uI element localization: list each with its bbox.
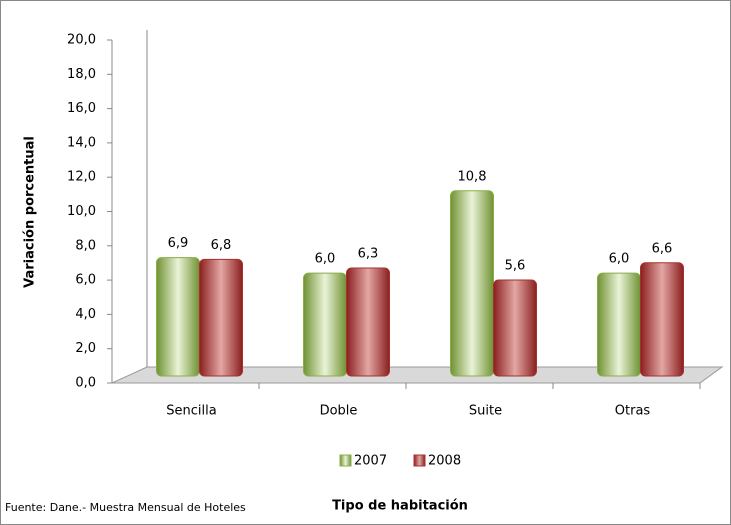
y-tick-label: 12,0 — [67, 170, 96, 185]
value-label: 6,0 — [609, 252, 630, 267]
bar — [450, 190, 494, 377]
x-tick-label: Doble — [320, 404, 358, 419]
bar — [303, 272, 347, 377]
value-label: 6,8 — [211, 238, 232, 253]
value-label: 6,6 — [652, 241, 673, 256]
y-axis-label: Variación porcentual — [23, 136, 38, 288]
y-tick-label: 8,0 — [75, 238, 96, 253]
bar — [597, 272, 641, 377]
x-tick-label: Sencilla — [166, 404, 216, 419]
bar — [493, 279, 537, 377]
x-tick-label: Otras — [615, 404, 651, 419]
y-tick-label: 0,0 — [75, 376, 96, 391]
legend-swatch — [339, 454, 352, 467]
floor — [111, 366, 724, 384]
y-tick-label: 4,0 — [75, 307, 96, 322]
y-tick-label: 6,0 — [75, 273, 96, 288]
x-axis-label: Tipo de habitación — [332, 499, 468, 514]
value-label: 6,9 — [168, 236, 189, 251]
x-tick-label: Suite — [469, 404, 502, 419]
y-tick-label: 10,0 — [67, 204, 96, 219]
value-label: 6,0 — [315, 252, 336, 267]
y-tick-label: 20,0 — [67, 33, 96, 48]
bar — [346, 267, 390, 377]
value-label: 5,6 — [505, 258, 526, 273]
legend-label: 2007 — [354, 454, 387, 469]
bar — [156, 257, 200, 377]
legend-swatch — [413, 454, 426, 467]
source: Fuente: Dane.- Muestra Mensual de Hotele… — [5, 501, 246, 514]
bar — [640, 262, 684, 377]
legend-label: 2008 — [428, 454, 461, 469]
value-label: 6,3 — [358, 246, 379, 261]
y-tick-label: 18,0 — [67, 67, 96, 82]
value-label: 10,8 — [458, 169, 487, 184]
y-tick-label: 14,0 — [67, 135, 96, 150]
y-tick-label: 16,0 — [67, 101, 96, 116]
y-tick-label: 2,0 — [75, 341, 96, 356]
bar — [199, 258, 243, 377]
